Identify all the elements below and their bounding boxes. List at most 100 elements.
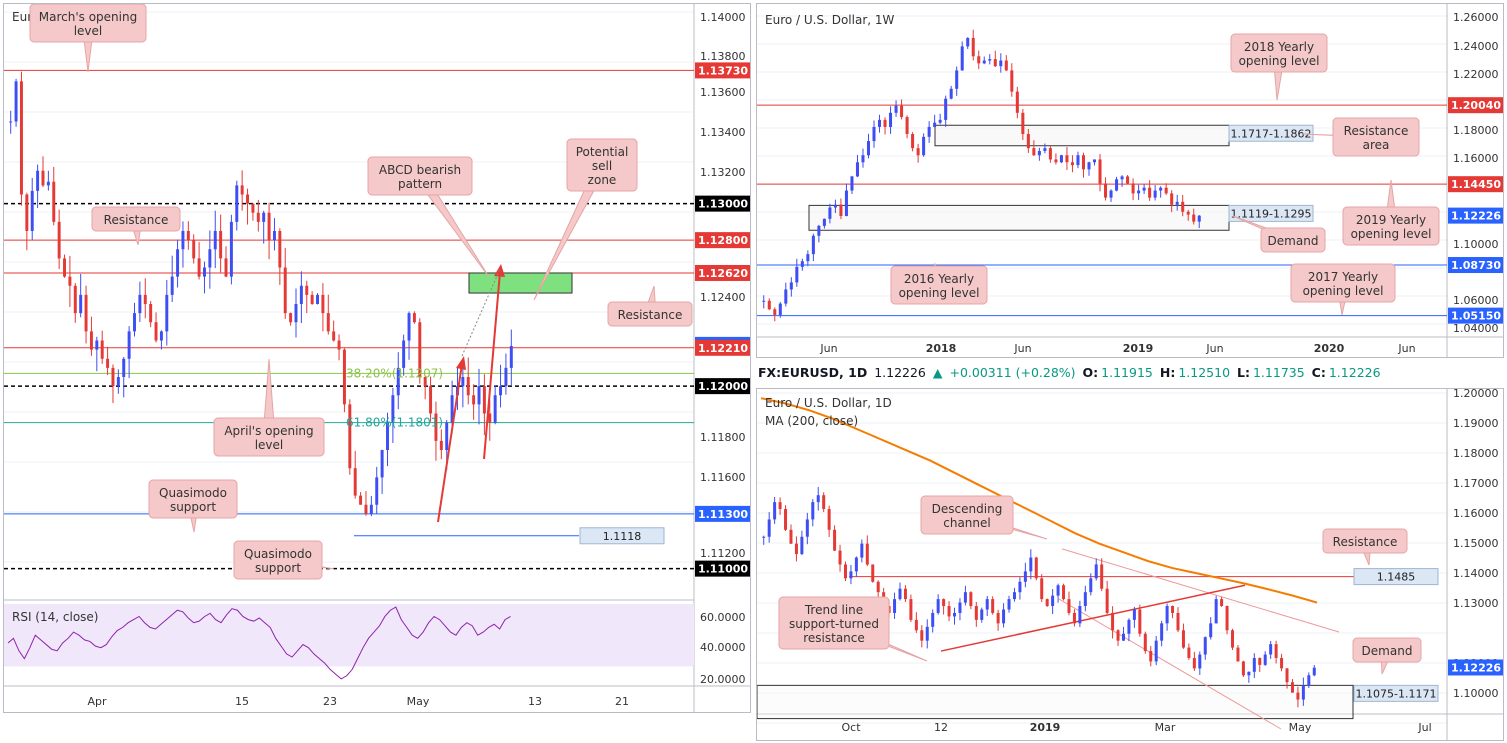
c3-candle-36: [958, 602, 962, 613]
c2-candle-1: [767, 300, 771, 310]
c1-x-tick-3: May: [407, 695, 430, 708]
c2-candle-70: [1148, 187, 1152, 198]
c1-candle-13: [79, 294, 83, 314]
c3-trendline: [940, 584, 1246, 652]
c3-callout-resistance-line-0: Resistance: [1333, 535, 1398, 549]
chart-4h[interactable]: 1.1118 38.20%(1.1207) 61.80%(1.1801) RSI (1…: [4, 4, 751, 713]
c3-y-tick-6: 1.14000: [1453, 567, 1499, 580]
c3-candle-28: [914, 619, 918, 631]
chart-weekly-panel[interactable]: 1.1717-1.1862 1.1119-1.1295 1.26000 1.24000…: [756, 3, 1504, 358]
c1-price-label-1: 1.13000: [698, 198, 748, 211]
c1-y-tick-3: 1.13400: [700, 126, 746, 139]
chart-daily[interactable]: 1.1485 1.1075-1.1171 1.20000 1.19000 1.18000…: [757, 389, 1504, 741]
chart-daily-panel[interactable]: 1.1485 1.1075-1.1171 1.20000 1.19000 1.18000…: [756, 388, 1504, 741]
c3-candle-64: [1111, 612, 1115, 631]
c2-candle-75: [1175, 201, 1179, 205]
c2-callout-2017-box: [1290, 263, 1396, 303]
c1-candle-3: [25, 194, 29, 231]
c1-candle-16: [95, 340, 99, 350]
c3-callout-channel-line-1: channel: [943, 516, 990, 530]
c3-candle-99: [1301, 685, 1305, 700]
chart-4h-panel[interactable]: 1.1118 38.20%(1.1207) 61.80%(1.1801) RSI (1…: [3, 3, 751, 713]
c1-callout-quasimodo-2-box: [233, 540, 323, 580]
c3-candle-45: [1007, 599, 1011, 610]
c1-callout-quasimodo-2-line-1: support: [255, 561, 301, 575]
c2-y-tick-4: 1.16000: [1453, 152, 1499, 165]
c3-candle-4: [784, 509, 788, 530]
c2-price-label-3-bg: [1448, 257, 1503, 274]
c1-quasimodo-label-bg: [579, 527, 665, 545]
c3-candle-11: [822, 495, 826, 510]
c2-candle-33: [944, 98, 948, 120]
c2-candle-61: [1098, 159, 1102, 184]
up-triangle-icon: ▲: [932, 365, 943, 380]
c1-candle-56: [310, 294, 314, 304]
c3-candle-5: [789, 529, 793, 544]
c1-candle-25: [143, 294, 147, 304]
c1-candle-21: [122, 358, 126, 377]
c1-rsi-tick-1: 40.0000: [700, 641, 746, 654]
c2-candle-34: [949, 88, 953, 99]
c3-candle-16: [849, 571, 853, 579]
c3-candle-44: [1002, 609, 1006, 624]
c2-price-label-2: 1.12226: [1451, 210, 1501, 223]
chart-weekly[interactable]: 1.1717-1.1862 1.1119-1.1295 1.26000 1.24000…: [757, 4, 1504, 358]
c1-y-tick-9: 1.11200: [700, 547, 746, 560]
c3-candle-75: [1171, 606, 1175, 613]
c2-candle-56: [1070, 162, 1074, 166]
c3-candle-66: [1121, 633, 1125, 641]
c2-candle-46: [1015, 91, 1019, 113]
c3-candle-8: [805, 519, 809, 537]
c2-candle-36: [960, 46, 964, 71]
c1-callout-resistance-line-0: Resistance: [104, 213, 169, 227]
c1-candle-68: [375, 477, 379, 505]
c2-candle-57: [1076, 155, 1080, 166]
c3-candle-34: [947, 606, 951, 617]
c3-candle-15: [843, 564, 847, 579]
c3-candle-61: [1094, 564, 1098, 579]
c2-callout-demand-line-0: Demand: [1268, 234, 1319, 248]
c1-rsi-line: [7, 606, 511, 680]
c3-candle-43: [996, 612, 1000, 624]
c3-candle-63: [1105, 588, 1109, 613]
c1-callout-april-line-1: level: [255, 438, 284, 452]
c3-candle-82: [1209, 623, 1213, 638]
c2-candle-6: [795, 266, 799, 283]
quote-last: 1.12226: [874, 365, 926, 380]
c1-candle-17: [100, 340, 104, 359]
c3-candle-7: [800, 536, 804, 555]
c3-candle-39: [974, 606, 978, 620]
c3-price-label-0: 1.12226: [1451, 661, 1501, 674]
c1-candle-43: [240, 185, 244, 195]
c1-candle-46: [256, 212, 260, 222]
c2-candle-24: [894, 105, 898, 113]
c1-callout-april-line-0: April's opening: [224, 424, 313, 438]
c1-candle-15: [89, 331, 93, 350]
c3-candle-9: [811, 502, 815, 520]
c3-candle-12: [827, 509, 831, 530]
c3-callout-demand-box: [1352, 637, 1422, 663]
c1-candle-65: [359, 495, 363, 505]
c1-callout-resistance-box: [91, 206, 181, 232]
c2-callout-2016-line-1: opening level: [899, 286, 980, 300]
c3-candle-100: [1307, 675, 1311, 686]
c1-candle-30: [170, 276, 174, 295]
quote-close-label: C:: [1311, 365, 1326, 380]
c3-candle-73: [1160, 623, 1164, 641]
c1-candle-85: [466, 377, 470, 396]
c2-candle-73: [1164, 187, 1168, 194]
c2-candle-38: [971, 37, 975, 57]
c3-candle-18: [860, 543, 864, 558]
c2-callout-resistance-box: [1332, 117, 1420, 157]
c2-candle-15: [844, 190, 848, 216]
c1-candle-28: [159, 331, 163, 341]
c3-candle-14: [838, 550, 842, 565]
c1-candle-88: [482, 386, 486, 414]
c1-candle-78: [429, 386, 433, 414]
c2-callout-2016-box: [890, 265, 988, 305]
c3-candle-97: [1290, 682, 1294, 693]
c1-candle-79: [434, 413, 438, 441]
c3-candle-81: [1203, 637, 1207, 655]
c3-candle-50: [1034, 557, 1038, 579]
c1-price-label-6: 1.12000: [698, 380, 748, 393]
